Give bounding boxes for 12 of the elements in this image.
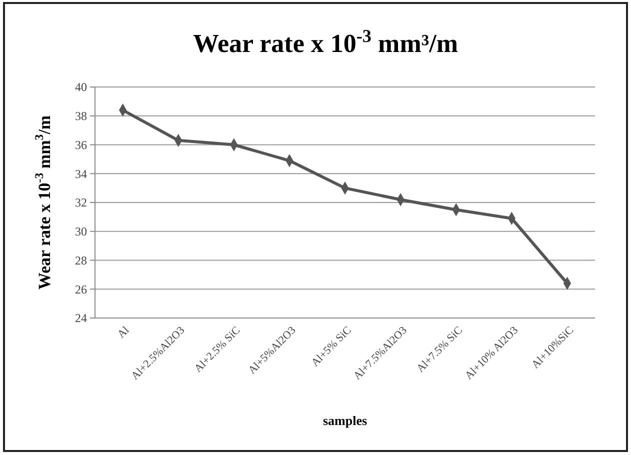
x-axis-title: samples — [322, 413, 368, 428]
y-tick-label: 34 — [75, 166, 87, 181]
y-tick-label: 28 — [75, 253, 87, 268]
y-tick-label: 30 — [75, 224, 87, 239]
chart-title: Wear rate x 10$^{-3}$ mm³/m — [192, 26, 458, 58]
y-tick-label: 40 — [75, 80, 87, 94]
y-tick-label: 36 — [75, 138, 87, 152]
y-tick-label: 24 — [75, 311, 87, 326]
x-tick-label: Al — [115, 324, 132, 341]
y-tick-label: 32 — [75, 196, 87, 210]
y-tick-label: 38 — [75, 109, 87, 124]
y-tick-label: 26 — [75, 282, 87, 296]
